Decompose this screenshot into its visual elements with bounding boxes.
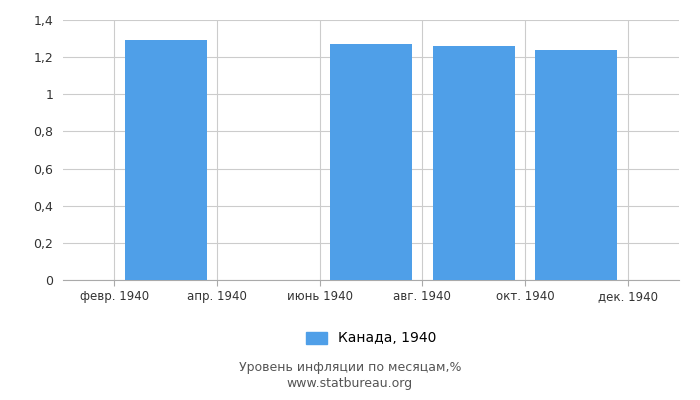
Bar (536, 50, 617, 280)
Bar (125, 40, 206, 280)
Bar (433, 46, 514, 280)
Text: www.statbureau.org: www.statbureau.org (287, 378, 413, 390)
Text: Уровень инфляции по месяцам,%: Уровень инфляции по месяцам,% (239, 362, 461, 374)
Legend: Канада, 1940: Канада, 1940 (300, 326, 442, 351)
Bar (330, 44, 412, 280)
